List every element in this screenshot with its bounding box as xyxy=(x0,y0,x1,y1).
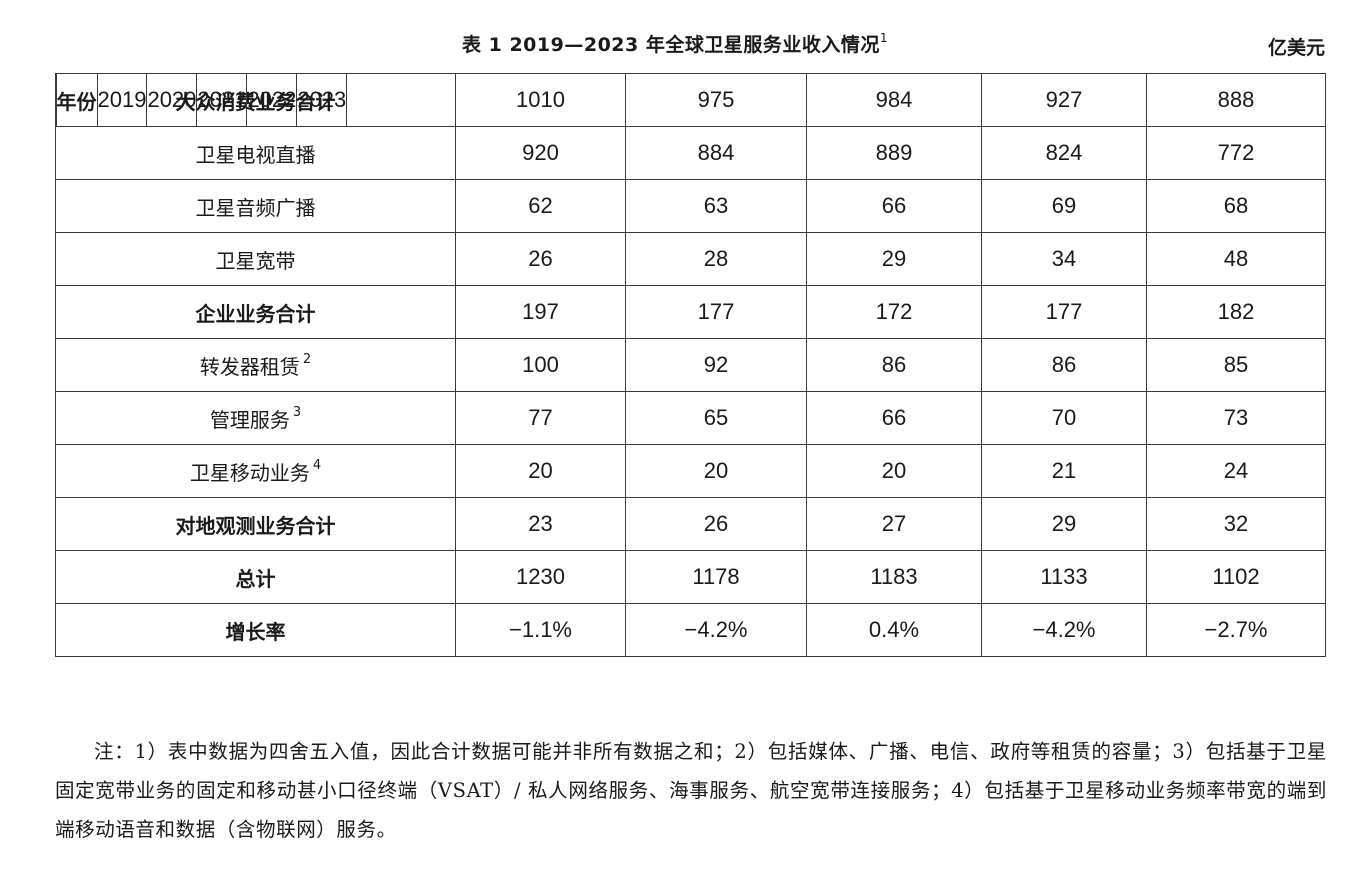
row-label-cell: 企业业务合计 xyxy=(55,285,456,339)
value-cell: 20 xyxy=(625,444,807,498)
value-cell: 100 xyxy=(455,338,626,392)
value-cell: 1230 xyxy=(455,550,626,604)
row-label-cell: 管理服务 3 xyxy=(55,391,456,445)
table-row: 卫星移动业务 4 20 20 20 21 24 xyxy=(55,444,1326,498)
table-row: 卫星宽带 26 28 29 34 48 xyxy=(55,232,1326,286)
row-label-cell: 总计 xyxy=(55,550,456,604)
value-cell: 1183 xyxy=(806,550,982,604)
row-label: 增长率 xyxy=(225,619,286,644)
value-cell: 182 xyxy=(1146,285,1326,339)
value-cell: 172 xyxy=(806,285,982,339)
value-cell: 21 xyxy=(981,444,1147,498)
value-cell: 66 xyxy=(806,391,982,445)
value-cell: −4.2% xyxy=(625,603,807,657)
value-cell: 177 xyxy=(981,285,1147,339)
table-unit: 亿美元 xyxy=(1267,37,1325,59)
value-cell: 63 xyxy=(625,179,807,233)
value-cell: 824 xyxy=(981,126,1147,180)
row-label-cell: 卫星宽带 xyxy=(55,232,456,286)
value-cell: 65 xyxy=(625,391,807,445)
table-row: 企业业务合计 197 177 172 177 182 xyxy=(55,285,1326,339)
value-cell: 86 xyxy=(981,338,1147,392)
row-label-cell: 转发器租赁 2 xyxy=(55,338,456,392)
row-label-cell: 增长率 xyxy=(55,603,456,657)
value-cell: 34 xyxy=(981,232,1147,286)
footnote-ref: 3 xyxy=(292,404,302,420)
value-cell: 23 xyxy=(455,497,626,551)
value-cell: −1.1% xyxy=(455,603,626,657)
value-cell: 68 xyxy=(1146,179,1326,233)
value-cell: 29 xyxy=(806,232,982,286)
value-cell: 48 xyxy=(1146,232,1326,286)
row-label-cell: 对地观测业务合计 xyxy=(55,497,456,551)
value-cell: 77 xyxy=(455,391,626,445)
table-row: 对地观测业务合计 23 26 27 29 32 xyxy=(55,497,1326,551)
value-cell: 20 xyxy=(455,444,626,498)
row-label: 总计 xyxy=(235,566,276,591)
header-label-cell: 年份 xyxy=(55,73,98,127)
table-header-row: 年份 2019 2020 2021 2022 2023 xyxy=(55,73,1350,143)
value-cell: 26 xyxy=(625,497,807,551)
value-cell: 1178 xyxy=(625,550,807,604)
value-cell: −2.7% xyxy=(1146,603,1326,657)
value-cell: 0.4% xyxy=(806,603,982,657)
value-cell: 888 xyxy=(1146,73,1326,127)
row-label: 卫星宽带 xyxy=(215,248,296,273)
row-label: 卫星移动业务 xyxy=(189,460,310,485)
value-cell: 86 xyxy=(806,338,982,392)
table-row: 增长率 −1.1% −4.2% 0.4% −4.2% −2.7% xyxy=(55,603,1326,657)
table-row: 管理服务 3 77 65 66 70 73 xyxy=(55,391,1326,445)
value-cell: 772 xyxy=(1146,126,1326,180)
revenue-table: 年份 2019 2020 2021 2022 2023 大众消费业务合计 1010… xyxy=(55,73,1326,657)
table-title: 表 1 2019—2023 年全球卫星服务业收入情况1 xyxy=(0,30,1350,57)
value-cell: 1010 xyxy=(455,73,626,127)
value-cell: 92 xyxy=(625,338,807,392)
table-title-footnote-ref: 1 xyxy=(879,30,888,45)
value-cell: 73 xyxy=(1146,391,1326,445)
table-row: 总计 1230 1178 1183 1133 1102 xyxy=(55,550,1326,604)
value-cell: 69 xyxy=(981,179,1147,233)
row-label-cell: 卫星移动业务 4 xyxy=(55,444,456,498)
value-cell: 27 xyxy=(806,497,982,551)
value-cell: 889 xyxy=(806,126,982,180)
value-cell: −4.2% xyxy=(981,603,1147,657)
value-cell: 62 xyxy=(455,179,626,233)
header-year-cell: 2022 xyxy=(246,73,298,127)
value-cell: 20 xyxy=(806,444,982,498)
header-year-cell: 2021 xyxy=(196,73,248,127)
value-cell: 1102 xyxy=(1146,550,1326,604)
value-cell: 1133 xyxy=(981,550,1147,604)
footnote-ref: 2 xyxy=(302,351,312,367)
row-label: 企业业务合计 xyxy=(195,301,316,326)
value-cell: 24 xyxy=(1146,444,1326,498)
table-body: 年份 2019 2020 2021 2022 2023 大众消费业务合计 1010… xyxy=(55,73,1326,657)
row-label: 转发器租赁 xyxy=(199,354,300,379)
value-cell: 66 xyxy=(806,179,982,233)
row-label: 卫星电视直播 xyxy=(195,142,316,167)
value-cell: 975 xyxy=(625,73,807,127)
row-label: 卫星音频广播 xyxy=(195,195,316,220)
row-label-cell: 卫星音频广播 xyxy=(55,179,456,233)
row-label: 管理服务 xyxy=(209,407,290,432)
table-footnotes: 注：1）表中数据为四舍五入值，因此合计数据可能并非所有数据之和；2）包括媒体、广… xyxy=(55,740,1327,841)
header-year-cell: 2023 xyxy=(296,73,348,127)
header-year-cell: 2019 xyxy=(96,73,148,127)
value-cell: 85 xyxy=(1146,338,1326,392)
footnote-ref: 4 xyxy=(312,457,322,473)
value-cell: 197 xyxy=(455,285,626,339)
table-caption: 表 1 2019—2023 年全球卫星服务业收入情况1 亿美元 xyxy=(0,0,1350,70)
table-row: 卫星电视直播 920 884 889 824 772 xyxy=(55,126,1326,180)
value-cell: 70 xyxy=(981,391,1147,445)
table-row: 卫星音频广播 62 63 66 69 68 xyxy=(55,179,1326,233)
header-year-cell: 2020 xyxy=(146,73,198,127)
row-label: 对地观测业务合计 xyxy=(175,513,336,538)
value-cell: 177 xyxy=(625,285,807,339)
table-title-text: 表 1 2019—2023 年全球卫星服务业收入情况 xyxy=(462,34,880,56)
value-cell: 28 xyxy=(625,232,807,286)
table-row: 转发器租赁 2 100 92 86 86 85 xyxy=(55,338,1326,392)
value-cell: 32 xyxy=(1146,497,1326,551)
value-cell: 29 xyxy=(981,497,1147,551)
value-cell: 26 xyxy=(455,232,626,286)
